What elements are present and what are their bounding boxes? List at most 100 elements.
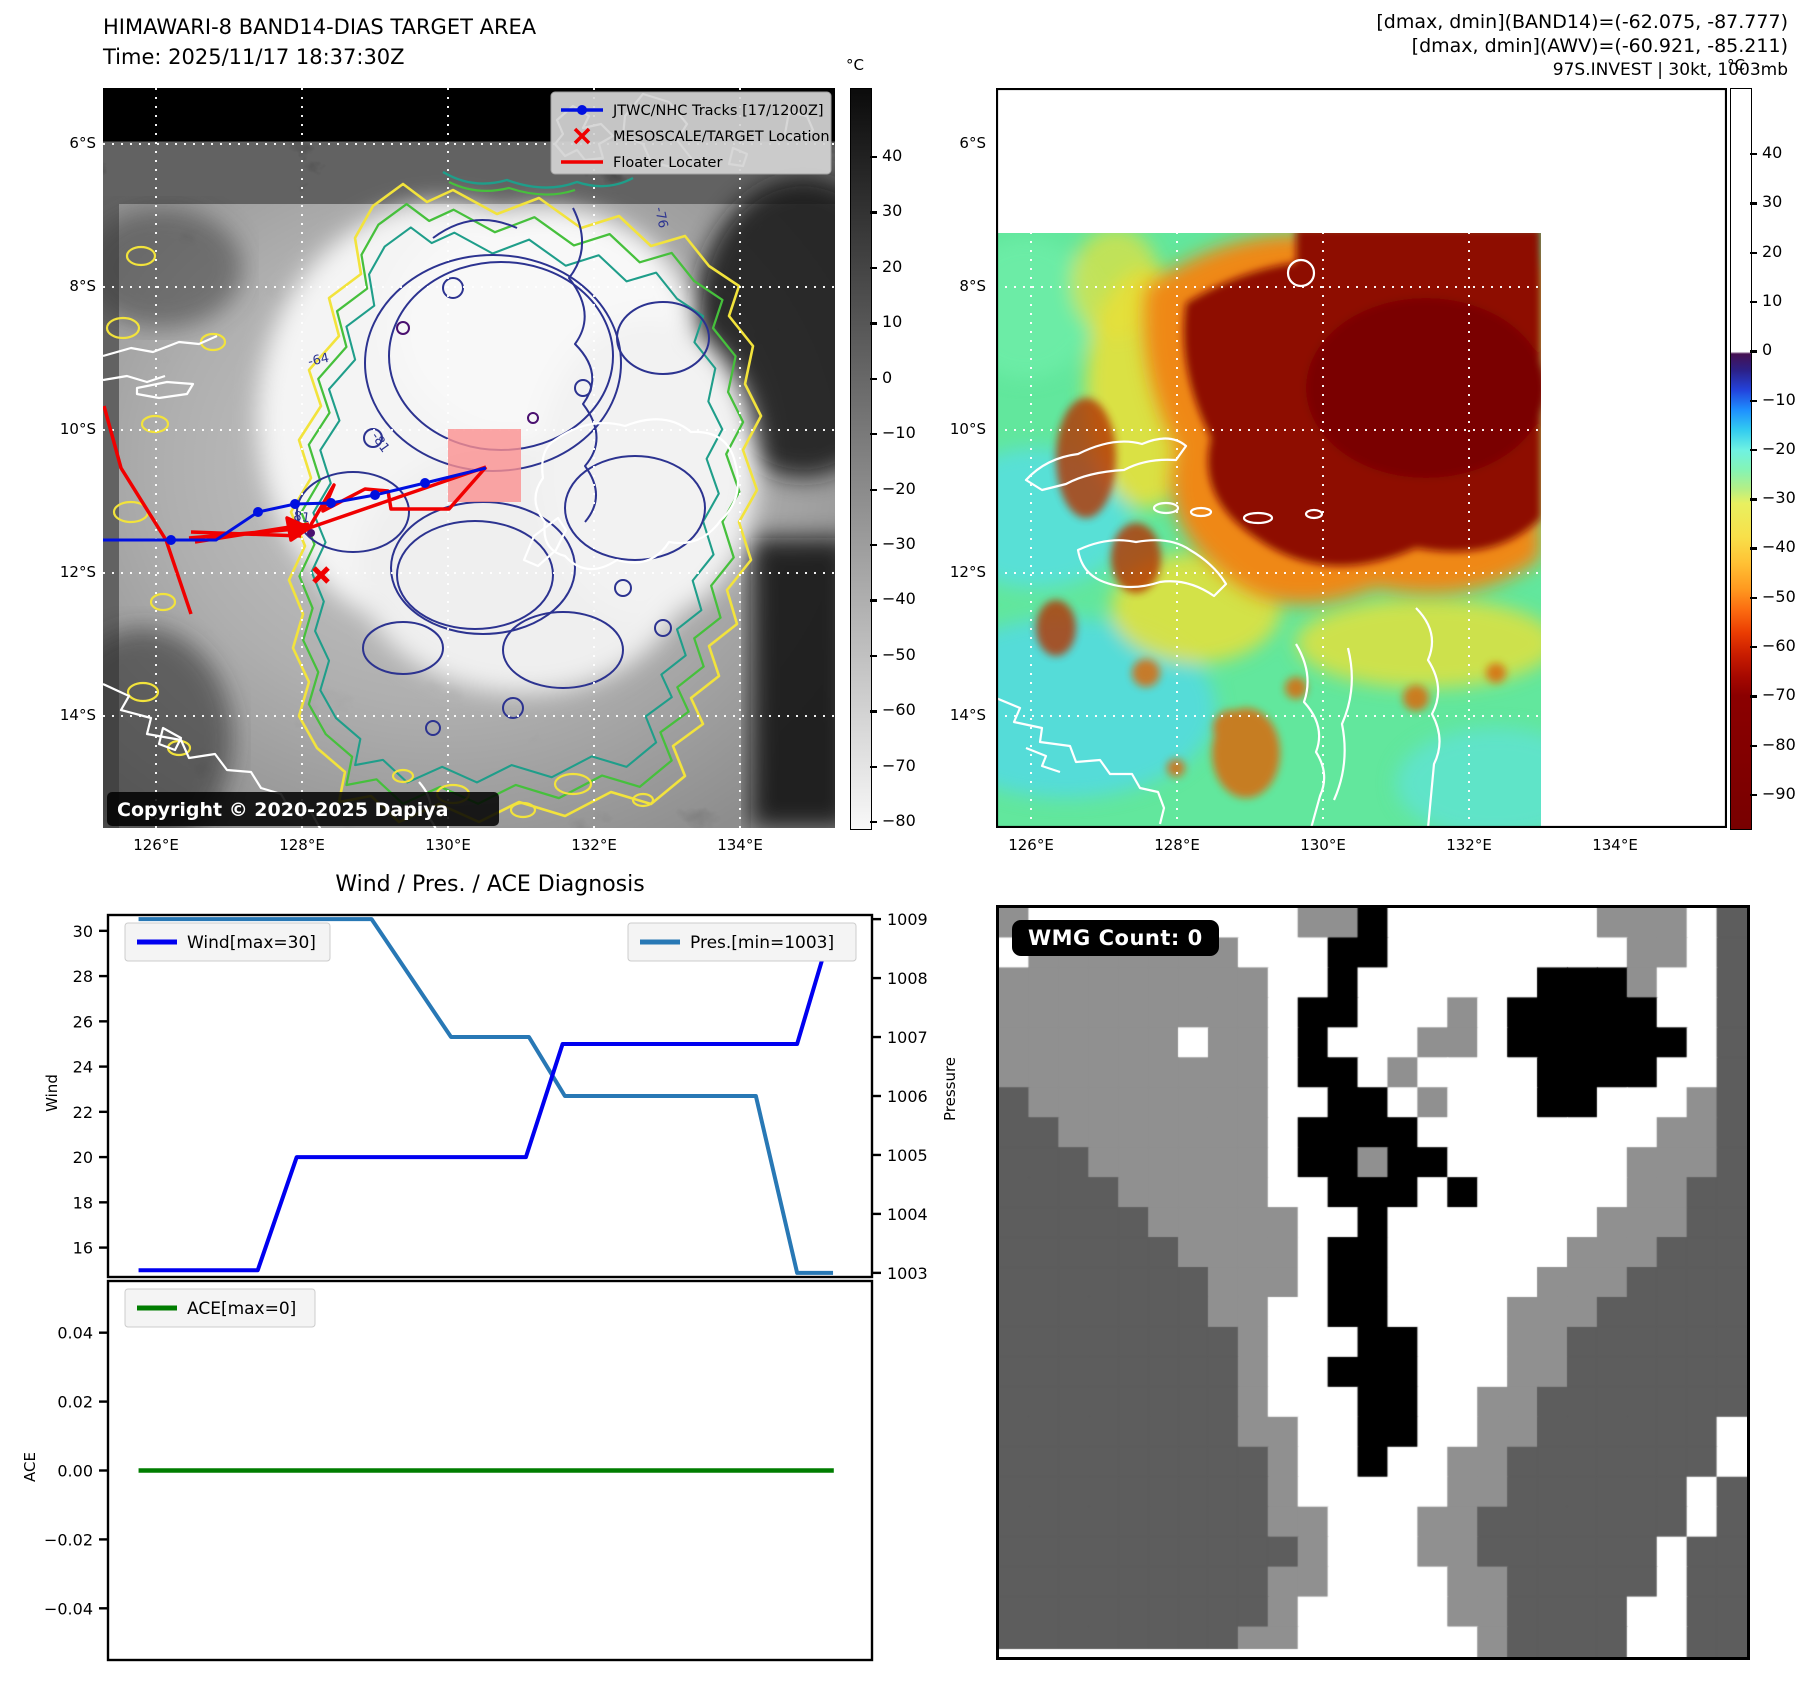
colorbar-tick-label: −30 — [1762, 488, 1796, 508]
chart-tick-label: 0.02 — [57, 1393, 93, 1412]
dmax-dmin-awv: [dmax, dmin](AWV)=(-60.921, -85.211) — [1411, 35, 1788, 57]
lon-tick-label: 130°E — [425, 836, 471, 854]
colorbar-tick-mark — [1750, 646, 1757, 649]
wmg-classification-image — [999, 908, 1747, 1657]
lat-tick-label: 12°S — [59, 563, 96, 581]
lon-tick-label: 132°E — [1446, 836, 1492, 854]
chart-tick-label: 16 — [73, 1239, 93, 1258]
colorbar-tick-mark — [1750, 794, 1757, 797]
right-map-header: [dmax, dmin](BAND14)=(-62.075, -87.777) … — [1180, 10, 1788, 82]
legend-tracks-label: JTWC/NHC Tracks [17/1200Z] — [612, 103, 824, 119]
colorbar-tick-mark — [870, 710, 877, 713]
colorbar-tick-label: −70 — [882, 755, 916, 775]
ace-legend: ACE[max=0] — [124, 1288, 316, 1328]
colorbar-tick-mark — [870, 765, 877, 768]
awv-field — [996, 233, 1541, 826]
colorbar-tick-label: −10 — [1762, 389, 1796, 409]
lon-tick-label: 134°E — [1592, 836, 1638, 854]
colorbar-tick-mark — [1750, 350, 1757, 353]
lon-tick-label: 132°E — [571, 836, 617, 854]
lat-tick-label: 8°S — [69, 277, 96, 295]
colorbar-tick-mark — [870, 654, 877, 658]
colorbar-tick-label: 0 — [882, 367, 893, 387]
chart-tick-label: 1009 — [887, 910, 928, 929]
colorbar-tick-label: −30 — [882, 533, 916, 553]
band14-colorbar — [850, 88, 872, 830]
colorbar-tick-label: −50 — [1762, 586, 1796, 606]
colorbar-tick-mark — [1750, 399, 1757, 402]
pres-legend: Pres.[min=1003] — [627, 922, 857, 962]
contour-label: -76 — [651, 206, 670, 230]
colorbar-tick-mark — [870, 377, 877, 381]
colorbar-tick-mark — [870, 433, 877, 436]
colorbar-tick-label: −80 — [882, 811, 916, 831]
colorbar-tick-mark — [1750, 448, 1757, 452]
lon-tick-label: 128°E — [279, 836, 325, 854]
chart-tick-label: 0.04 — [57, 1324, 93, 1343]
colorbar-tick-label: −80 — [1762, 734, 1796, 754]
colorbar-tick-mark — [870, 266, 877, 270]
legend-mesoscale-label: MESOSCALE/TARGET Location — [613, 129, 830, 145]
svg-text:ACE[max=0]: ACE[max=0] — [187, 1299, 296, 1319]
copyright-text: Copyright © 2020-2025 Dapiya — [117, 799, 448, 821]
series-pres-min-1003- — [138, 917, 834, 1275]
band14-colorbar-unit: °C — [846, 56, 864, 74]
chart-tick-label: 18 — [73, 1193, 93, 1212]
awv-map — [996, 88, 1727, 828]
colorbar-tick-label: 10 — [882, 312, 903, 332]
lat-tick-label: 10°S — [59, 420, 96, 438]
mesoscale-marker — [312, 566, 330, 584]
colorbar-tick-label: 10 — [1762, 290, 1783, 310]
chart-tick-label: 1008 — [887, 969, 928, 988]
colorbar-tick-label: −70 — [1762, 685, 1796, 705]
chart-tick-label: 20 — [73, 1148, 93, 1167]
invest-intensity: 97S.INVEST | 30kt, 1003mb — [1552, 60, 1788, 80]
band14-cloud-field — [103, 178, 835, 828]
colorbar-tick-mark — [870, 599, 877, 602]
map-legend: JTWC/NHC Tracks [17/1200Z] MESOSCALE/TAR… — [550, 91, 832, 175]
colorbar-tick-mark — [1750, 251, 1757, 254]
series-wind-max-30- — [138, 930, 833, 1273]
copyright-badge: Copyright © 2020-2025 Dapiya — [107, 792, 499, 826]
colorbar-tick-mark — [1750, 300, 1757, 304]
chart-tick-label: 1004 — [887, 1205, 928, 1224]
left-map-time: Time: 2025/11/17 18:37:30Z — [103, 45, 405, 69]
chart-tick-label: −0.02 — [44, 1530, 93, 1549]
colorbar-tick-label: 40 — [882, 146, 903, 165]
colorbar-tick-mark — [870, 488, 877, 491]
target-area-box — [448, 429, 521, 502]
colorbar-tick-mark — [870, 211, 877, 214]
lat-tick-label: 6°S — [69, 134, 96, 152]
colorbar-tick-mark — [1750, 596, 1757, 600]
colorbar-tick-mark — [1750, 153, 1757, 156]
wmg-panel — [996, 905, 1750, 1660]
left-map-title-line1: HIMAWARI-8 BAND14-DIAS TARGET AREA — [103, 15, 537, 39]
chart-tick-label: 1005 — [887, 1146, 928, 1165]
colorbar-tick-mark — [1750, 498, 1757, 501]
map-frame — [996, 88, 1727, 828]
colorbar-tick-label: −40 — [882, 589, 916, 609]
wind-legend: Wind[max=30] — [124, 922, 331, 962]
colorbar-tick-label: −50 — [882, 644, 916, 664]
lat-tick-label: 8°S — [959, 277, 986, 295]
lon-tick-label: 134°E — [717, 836, 763, 854]
colorbar-tick-label: 30 — [882, 201, 903, 221]
diagnosis-title: Wind / Pres. / ACE Diagnosis — [335, 872, 645, 897]
awv-colorbar-unit: °C — [1727, 56, 1745, 74]
lon-tick-label: 126°E — [1008, 836, 1054, 854]
colorbar-tick-label: 40 — [1762, 143, 1783, 162]
wmg-count-badge: WMG Count: 0 — [1012, 920, 1219, 956]
lat-tick-label: 14°S — [59, 706, 96, 724]
chart-tick-label: 28 — [73, 967, 93, 986]
bt-contours — [105, 170, 763, 824]
colorbar-tick-label: 20 — [1762, 241, 1783, 261]
colorbar-tick-label: −90 — [1762, 784, 1796, 804]
contour-label: -64 — [307, 351, 331, 370]
left-map-title: HIMAWARI-8 BAND14-DIAS TARGET AREA Time:… — [103, 12, 536, 72]
chart-tick-label: 26 — [73, 1012, 93, 1031]
svg-text:Wind[max=30]: Wind[max=30] — [187, 933, 316, 953]
dmax-dmin-band14: [dmax, dmin](BAND14)=(-62.075, -87.777) — [1376, 11, 1788, 33]
chart-tick-label: 24 — [73, 1058, 93, 1077]
awv-colorbar — [1730, 88, 1752, 830]
